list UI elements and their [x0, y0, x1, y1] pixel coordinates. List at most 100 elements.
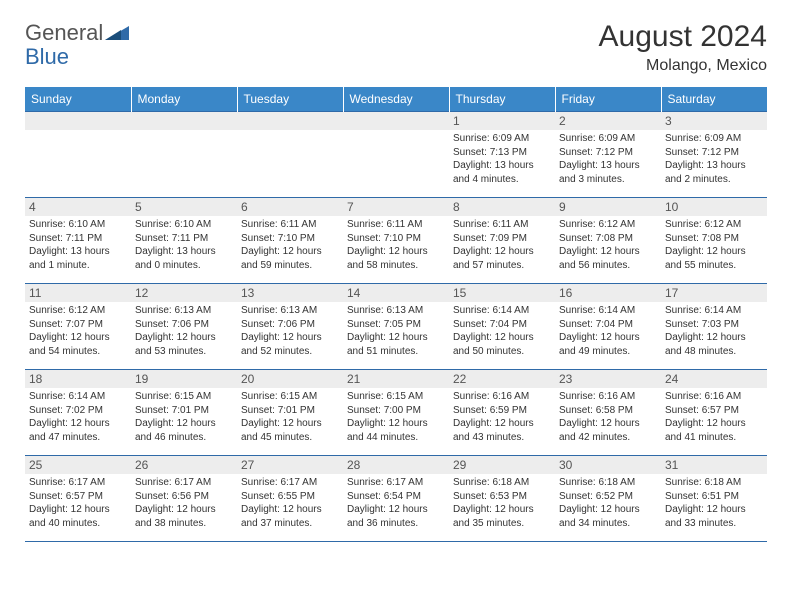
day-number: 26	[131, 456, 237, 474]
day-details: Sunrise: 6:16 AMSunset: 6:57 PMDaylight:…	[665, 390, 763, 444]
day-number: 5	[131, 198, 237, 216]
calendar-cell: 14 Sunrise: 6:13 AMSunset: 7:05 PMDayligh…	[343, 284, 449, 370]
day-number-empty	[343, 112, 449, 130]
calendar-cell-empty	[25, 112, 131, 198]
day-details: Sunrise: 6:10 AMSunset: 7:11 PMDaylight:…	[29, 218, 127, 272]
calendar-cell: 17 Sunrise: 6:14 AMSunset: 7:03 PMDayligh…	[661, 284, 767, 370]
day-details: Sunrise: 6:13 AMSunset: 7:06 PMDaylight:…	[135, 304, 233, 358]
calendar-cell: 7 Sunrise: 6:11 AMSunset: 7:10 PMDaylight…	[343, 198, 449, 284]
day-number: 20	[237, 370, 343, 388]
calendar-table: SundayMondayTuesdayWednesdayThursdayFrid…	[25, 87, 767, 542]
logo-text-blue: Blue	[25, 44, 69, 70]
day-number: 4	[25, 198, 131, 216]
title-block: August 2024 Molango, Mexico	[599, 20, 767, 75]
calendar-row: 1Sunrise: 6:09 AMSunset: 7:13 PMDaylight…	[25, 112, 767, 198]
day-details: Sunrise: 6:18 AMSunset: 6:52 PMDaylight:…	[559, 476, 657, 530]
day-number: 23	[555, 370, 661, 388]
day-details: Sunrise: 6:12 AMSunset: 7:08 PMDaylight:…	[559, 218, 657, 272]
calendar-row: 25Sunrise: 6:17 AMSunset: 6:57 PMDayligh…	[25, 456, 767, 542]
calendar-cell: 4 Sunrise: 6:10 AMSunset: 7:11 PMDaylight…	[25, 198, 131, 284]
day-number: 22	[449, 370, 555, 388]
calendar-cell-empty	[131, 112, 237, 198]
day-details: Sunrise: 6:11 AMSunset: 7:09 PMDaylight:…	[453, 218, 551, 272]
calendar-body: 1Sunrise: 6:09 AMSunset: 7:13 PMDaylight…	[25, 112, 767, 542]
calendar-cell: 8 Sunrise: 6:11 AMSunset: 7:09 PMDaylight…	[449, 198, 555, 284]
calendar-head: SundayMondayTuesdayWednesdayThursdayFrid…	[25, 87, 767, 112]
calendar-cell: 13 Sunrise: 6:13 AMSunset: 7:06 PMDayligh…	[237, 284, 343, 370]
day-number: 29	[449, 456, 555, 474]
weekday-header: Tuesday	[237, 87, 343, 112]
day-number: 7	[343, 198, 449, 216]
calendar-cell: 6 Sunrise: 6:11 AMSunset: 7:10 PMDaylight…	[237, 198, 343, 284]
weekday-header: Thursday	[449, 87, 555, 112]
day-number: 14	[343, 284, 449, 302]
day-details: Sunrise: 6:15 AMSunset: 7:01 PMDaylight:…	[135, 390, 233, 444]
day-number: 15	[449, 284, 555, 302]
calendar-cell: 22 Sunrise: 6:16 AMSunset: 6:59 PMDayligh…	[449, 370, 555, 456]
day-details: Sunrise: 6:17 AMSunset: 6:56 PMDaylight:…	[135, 476, 233, 530]
day-details: Sunrise: 6:11 AMSunset: 7:10 PMDaylight:…	[241, 218, 339, 272]
calendar-cell: 19 Sunrise: 6:15 AMSunset: 7:01 PMDayligh…	[131, 370, 237, 456]
calendar-cell: 5Sunrise: 6:10 AMSunset: 7:11 PMDaylight…	[131, 198, 237, 284]
day-details: Sunrise: 6:13 AMSunset: 7:05 PMDaylight:…	[347, 304, 445, 358]
weekday-row: SundayMondayTuesdayWednesdayThursdayFrid…	[25, 87, 767, 112]
calendar-cell: 23Sunrise: 6:16 AMSunset: 6:58 PMDayligh…	[555, 370, 661, 456]
day-number: 30	[555, 456, 661, 474]
calendar-cell: 21Sunrise: 6:15 AMSunset: 7:00 PMDayligh…	[343, 370, 449, 456]
weekday-header: Wednesday	[343, 87, 449, 112]
day-number: 21	[343, 370, 449, 388]
day-number-empty	[131, 112, 237, 130]
weekday-header: Saturday	[661, 87, 767, 112]
weekday-header: Friday	[555, 87, 661, 112]
calendar-cell: 24 Sunrise: 6:16 AMSunset: 6:57 PMDayligh…	[661, 370, 767, 456]
day-number: 13	[237, 284, 343, 302]
day-details: Sunrise: 6:09 AMSunset: 7:13 PMDaylight:…	[453, 132, 551, 186]
calendar-cell: 10Sunrise: 6:12 AMSunset: 7:08 PMDayligh…	[661, 198, 767, 284]
day-details: Sunrise: 6:14 AMSunset: 7:03 PMDaylight:…	[665, 304, 763, 358]
day-number: 16	[555, 284, 661, 302]
day-details: Sunrise: 6:18 AMSunset: 6:53 PMDaylight:…	[453, 476, 551, 530]
day-number: 9	[555, 198, 661, 216]
calendar-row: 4 Sunrise: 6:10 AMSunset: 7:11 PMDaylight…	[25, 198, 767, 284]
calendar-cell: 15 Sunrise: 6:14 AMSunset: 7:04 PMDayligh…	[449, 284, 555, 370]
day-details: Sunrise: 6:14 AMSunset: 7:02 PMDaylight:…	[29, 390, 127, 444]
calendar-cell: 20 Sunrise: 6:15 AMSunset: 7:01 PMDayligh…	[237, 370, 343, 456]
day-number: 19	[131, 370, 237, 388]
day-number-empty	[25, 112, 131, 130]
location: Molango, Mexico	[599, 57, 767, 75]
day-details: Sunrise: 6:15 AMSunset: 7:01 PMDaylight:…	[241, 390, 339, 444]
calendar-cell: 29 Sunrise: 6:18 AMSunset: 6:53 PMDayligh…	[449, 456, 555, 542]
day-details: Sunrise: 6:17 AMSunset: 6:54 PMDaylight:…	[347, 476, 445, 530]
calendar-cell: 28Sunrise: 6:17 AMSunset: 6:54 PMDayligh…	[343, 456, 449, 542]
weekday-header: Sunday	[25, 87, 131, 112]
day-number-empty	[237, 112, 343, 130]
calendar-cell: 11Sunrise: 6:12 AMSunset: 7:07 PMDayligh…	[25, 284, 131, 370]
day-details: Sunrise: 6:13 AMSunset: 7:06 PMDaylight:…	[241, 304, 339, 358]
calendar-cell: 18Sunrise: 6:14 AMSunset: 7:02 PMDayligh…	[25, 370, 131, 456]
day-number: 17	[661, 284, 767, 302]
day-details: Sunrise: 6:14 AMSunset: 7:04 PMDaylight:…	[453, 304, 551, 358]
calendar-cell: 26 Sunrise: 6:17 AMSunset: 6:56 PMDayligh…	[131, 456, 237, 542]
calendar-cell: 12Sunrise: 6:13 AMSunset: 7:06 PMDayligh…	[131, 284, 237, 370]
calendar-cell: 25Sunrise: 6:17 AMSunset: 6:57 PMDayligh…	[25, 456, 131, 542]
calendar-cell: 27Sunrise: 6:17 AMSunset: 6:55 PMDayligh…	[237, 456, 343, 542]
day-details: Sunrise: 6:16 AMSunset: 6:59 PMDaylight:…	[453, 390, 551, 444]
calendar-cell: 1Sunrise: 6:09 AMSunset: 7:13 PMDaylight…	[449, 112, 555, 198]
calendar-row: 11Sunrise: 6:12 AMSunset: 7:07 PMDayligh…	[25, 284, 767, 370]
header: General August 2024 Molango, Mexico	[25, 20, 767, 75]
calendar-cell: 16Sunrise: 6:14 AMSunset: 7:04 PMDayligh…	[555, 284, 661, 370]
logo: General	[25, 20, 133, 46]
day-number: 25	[25, 456, 131, 474]
weekday-header: Monday	[131, 87, 237, 112]
logo-text-general: General	[25, 20, 103, 46]
day-details: Sunrise: 6:12 AMSunset: 7:07 PMDaylight:…	[29, 304, 127, 358]
calendar-cell: 9 Sunrise: 6:12 AMSunset: 7:08 PMDaylight…	[555, 198, 661, 284]
calendar-cell: 3Sunrise: 6:09 AMSunset: 7:12 PMDaylight…	[661, 112, 767, 198]
day-number: 24	[661, 370, 767, 388]
day-details: Sunrise: 6:11 AMSunset: 7:10 PMDaylight:…	[347, 218, 445, 272]
calendar-cell-empty	[343, 112, 449, 198]
day-number: 6	[237, 198, 343, 216]
logo-triangle-icon	[105, 24, 131, 42]
day-details: Sunrise: 6:12 AMSunset: 7:08 PMDaylight:…	[665, 218, 763, 272]
day-number: 8	[449, 198, 555, 216]
